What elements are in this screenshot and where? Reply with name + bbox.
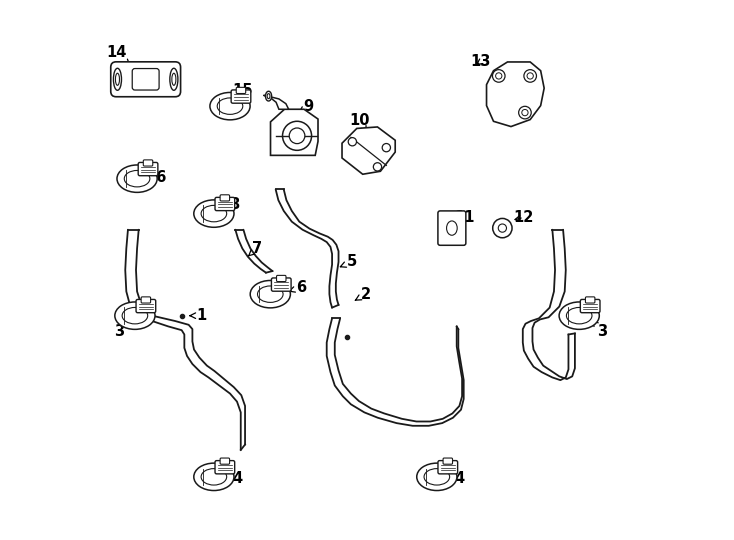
Text: 3: 3 [592, 320, 607, 339]
FancyBboxPatch shape [586, 297, 595, 303]
Circle shape [348, 138, 357, 146]
FancyBboxPatch shape [438, 211, 466, 245]
Polygon shape [126, 230, 245, 450]
FancyBboxPatch shape [443, 458, 453, 464]
FancyBboxPatch shape [277, 275, 286, 281]
Ellipse shape [201, 205, 227, 222]
FancyBboxPatch shape [215, 461, 235, 474]
Ellipse shape [114, 68, 122, 90]
Ellipse shape [201, 469, 227, 485]
Ellipse shape [172, 73, 176, 85]
Ellipse shape [122, 307, 148, 324]
Circle shape [522, 110, 528, 116]
Ellipse shape [498, 224, 506, 232]
Text: 1: 1 [190, 308, 207, 323]
Text: 4: 4 [449, 471, 465, 486]
Ellipse shape [267, 93, 270, 99]
Ellipse shape [559, 302, 599, 329]
Text: 13: 13 [470, 54, 491, 69]
Circle shape [527, 73, 534, 79]
Ellipse shape [266, 91, 272, 101]
Ellipse shape [446, 221, 457, 235]
Text: 9: 9 [299, 99, 313, 113]
Circle shape [374, 163, 382, 171]
FancyBboxPatch shape [132, 69, 159, 90]
Circle shape [283, 122, 311, 150]
Ellipse shape [250, 280, 291, 308]
Text: 15: 15 [232, 83, 252, 101]
Text: 2: 2 [355, 287, 371, 302]
Text: 14: 14 [106, 45, 130, 65]
Polygon shape [327, 319, 464, 426]
Ellipse shape [117, 165, 157, 192]
Polygon shape [276, 190, 338, 308]
Text: 3: 3 [114, 320, 128, 339]
Text: 5: 5 [341, 254, 357, 269]
FancyBboxPatch shape [141, 297, 150, 303]
Text: 7: 7 [249, 241, 262, 256]
FancyBboxPatch shape [438, 461, 457, 474]
FancyBboxPatch shape [220, 195, 230, 201]
Circle shape [495, 73, 502, 79]
Text: 11: 11 [454, 210, 475, 228]
Text: 8: 8 [223, 197, 239, 212]
Polygon shape [487, 62, 544, 126]
Text: 4: 4 [227, 471, 242, 486]
Polygon shape [271, 109, 318, 156]
FancyBboxPatch shape [236, 87, 246, 93]
Polygon shape [264, 95, 288, 109]
Ellipse shape [194, 463, 234, 490]
Ellipse shape [124, 171, 150, 187]
Ellipse shape [217, 98, 243, 114]
Ellipse shape [210, 92, 250, 120]
Polygon shape [342, 127, 395, 174]
FancyBboxPatch shape [215, 197, 235, 211]
FancyBboxPatch shape [231, 90, 251, 103]
Circle shape [289, 128, 305, 144]
Ellipse shape [115, 73, 120, 85]
Text: 16: 16 [146, 170, 167, 185]
Text: 12: 12 [514, 210, 534, 225]
Ellipse shape [258, 286, 283, 302]
Text: 10: 10 [350, 113, 370, 132]
Ellipse shape [424, 469, 450, 485]
Text: 6: 6 [289, 280, 307, 295]
FancyBboxPatch shape [272, 278, 291, 291]
Ellipse shape [170, 68, 178, 90]
FancyBboxPatch shape [111, 62, 181, 97]
Ellipse shape [493, 218, 512, 238]
Ellipse shape [115, 302, 155, 329]
Polygon shape [523, 230, 575, 380]
Ellipse shape [194, 200, 234, 227]
FancyBboxPatch shape [143, 160, 153, 166]
FancyBboxPatch shape [220, 458, 230, 464]
Circle shape [493, 70, 505, 82]
FancyBboxPatch shape [136, 300, 156, 313]
Circle shape [519, 106, 531, 119]
Polygon shape [236, 230, 272, 273]
Circle shape [382, 144, 390, 152]
FancyBboxPatch shape [581, 300, 600, 313]
Ellipse shape [417, 463, 457, 490]
Ellipse shape [567, 307, 592, 324]
FancyBboxPatch shape [138, 163, 158, 176]
Circle shape [524, 70, 537, 82]
